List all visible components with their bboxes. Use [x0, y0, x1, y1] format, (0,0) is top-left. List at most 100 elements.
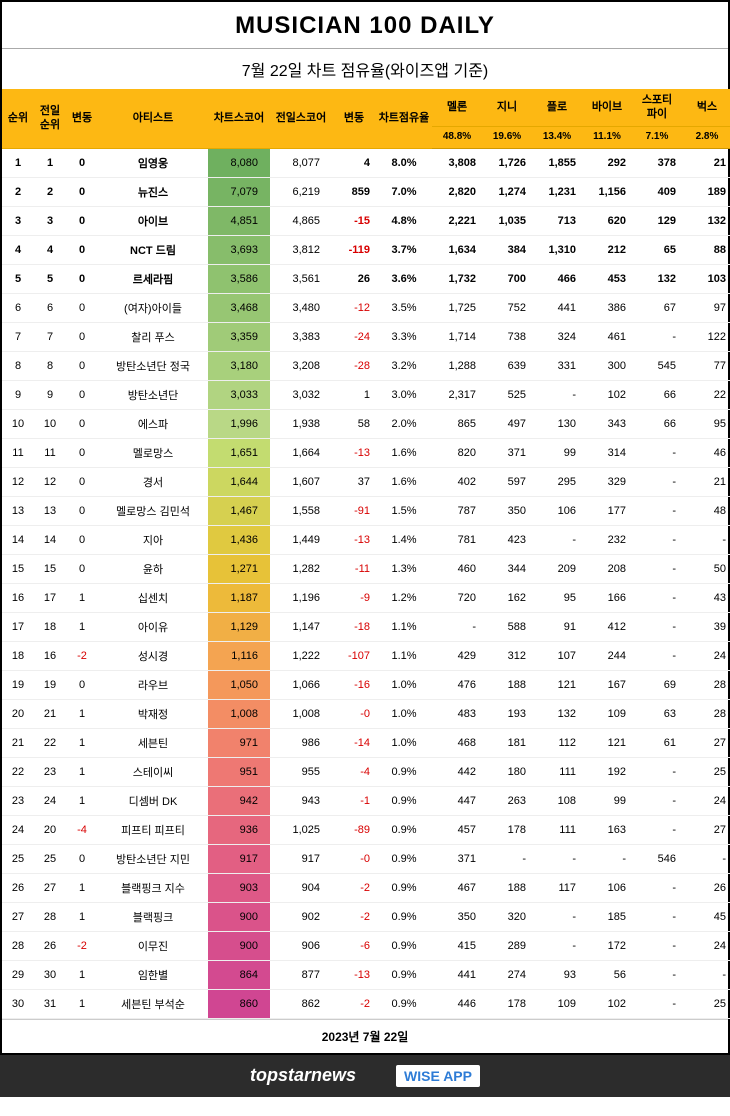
- col-score: 차트스코어: [208, 89, 270, 148]
- cell-artist: 방탄소년단 지민: [98, 844, 208, 873]
- cell-score: 903: [208, 873, 270, 902]
- cell-genie: 597: [482, 467, 532, 496]
- cell-bugs: 24: [682, 641, 730, 670]
- cell-melon: 468: [432, 728, 482, 757]
- cell-flo: -: [532, 844, 582, 873]
- cell-melon: 3,808: [432, 148, 482, 177]
- cell-melon: 820: [432, 438, 482, 467]
- cell-flo: 108: [532, 786, 582, 815]
- cell-prevscore: 3,812: [270, 235, 332, 264]
- cell-chg: 0: [66, 409, 98, 438]
- cell-genie: 350: [482, 496, 532, 525]
- col-artist: 아티스트: [98, 89, 208, 148]
- cell-prevscore: 906: [270, 931, 332, 960]
- cell-scorechg: -119: [332, 235, 376, 264]
- cell-flo: 1,231: [532, 177, 582, 206]
- cell-genie: 188: [482, 873, 532, 902]
- col-flo: 플로: [532, 89, 582, 126]
- cell-scorechg: 26: [332, 264, 376, 293]
- cell-score: 3,693: [208, 235, 270, 264]
- cell-spotify: -: [632, 757, 682, 786]
- table-row: 1816-2성시경1,1161,222-1071.1%429312107244-…: [2, 641, 730, 670]
- cell-melon: 467: [432, 873, 482, 902]
- table-row: 15150윤하1,2711,282-111.3%460344209208-50: [2, 554, 730, 583]
- cell-spotify: 69: [632, 670, 682, 699]
- cell-scorechg: -15: [332, 206, 376, 235]
- col-share: 차트점유율: [376, 89, 432, 148]
- cell-rank: 10: [2, 409, 34, 438]
- cell-scorechg: -89: [332, 815, 376, 844]
- cell-artist: 피프티 피프티: [98, 815, 208, 844]
- cell-vibe: 172: [582, 931, 632, 960]
- cell-prevscore: 904: [270, 873, 332, 902]
- cell-genie: 1,035: [482, 206, 532, 235]
- cell-rank: 7: [2, 322, 34, 351]
- cell-bugs: 189: [682, 177, 730, 206]
- cell-melon: 350: [432, 902, 482, 931]
- cell-prevscore: 1,607: [270, 467, 332, 496]
- table-row: 2420-4피프티 피프티9361,025-890.9%457178111163…: [2, 815, 730, 844]
- cell-prevscore: 943: [270, 786, 332, 815]
- cell-rank: 23: [2, 786, 34, 815]
- cell-prev: 17: [34, 583, 66, 612]
- footer-logos: topstarnews WISE APP: [0, 1055, 730, 1097]
- cell-artist: 세븐틴 부석순: [98, 989, 208, 1018]
- cell-score: 4,851: [208, 206, 270, 235]
- cell-bugs: 27: [682, 728, 730, 757]
- cell-genie: 274: [482, 960, 532, 989]
- cell-artist: 에스파: [98, 409, 208, 438]
- cell-rank: 30: [2, 989, 34, 1018]
- cell-vibe: 192: [582, 757, 632, 786]
- table-row: 29301임한별864877-130.9%4412749356--: [2, 960, 730, 989]
- col-genie: 지니: [482, 89, 532, 126]
- weight-melon: 48.8%: [432, 126, 482, 148]
- cell-flo: 713: [532, 206, 582, 235]
- cell-artist: 르세라핌: [98, 264, 208, 293]
- col-chg: 변동: [66, 89, 98, 148]
- cell-spotify: -: [632, 496, 682, 525]
- cell-bugs: 97: [682, 293, 730, 322]
- cell-rank: 6: [2, 293, 34, 322]
- cell-share: 0.9%: [376, 931, 432, 960]
- cell-vibe: 121: [582, 728, 632, 757]
- cell-flo: 95: [532, 583, 582, 612]
- weight-flo: 13.4%: [532, 126, 582, 148]
- cell-prevscore: 3,561: [270, 264, 332, 293]
- cell-prev: 7: [34, 322, 66, 351]
- cell-chg: 1: [66, 583, 98, 612]
- cell-melon: 415: [432, 931, 482, 960]
- cell-artist: 방탄소년단 정국: [98, 351, 208, 380]
- table-row: 110임영웅8,0808,07748.0%3,8081,7261,8552923…: [2, 148, 730, 177]
- cell-prevscore: 1,222: [270, 641, 332, 670]
- cell-chg: 1: [66, 873, 98, 902]
- cell-melon: 476: [432, 670, 482, 699]
- cell-chg: 0: [66, 525, 98, 554]
- cell-share: 3.2%: [376, 351, 432, 380]
- cell-prevscore: 1,196: [270, 583, 332, 612]
- cell-chg: 0: [66, 380, 98, 409]
- table-row: 440NCT 드림3,6933,812-1193.7%1,6343841,310…: [2, 235, 730, 264]
- cell-scorechg: 4: [332, 148, 376, 177]
- cell-chg: 0: [66, 467, 98, 496]
- cell-vibe: 329: [582, 467, 632, 496]
- cell-spotify: -: [632, 960, 682, 989]
- col-bugs: 벅스: [682, 89, 730, 126]
- cell-share: 7.0%: [376, 177, 432, 206]
- cell-flo: -: [532, 931, 582, 960]
- cell-share: 0.9%: [376, 902, 432, 931]
- cell-genie: 700: [482, 264, 532, 293]
- table-row: 21221세븐틴971986-141.0%4681811121216127: [2, 728, 730, 757]
- cell-score: 1,129: [208, 612, 270, 641]
- cell-artist: 이무진: [98, 931, 208, 960]
- cell-vibe: 343: [582, 409, 632, 438]
- cell-spotify: -: [632, 902, 682, 931]
- cell-chg: 1: [66, 757, 98, 786]
- cell-rank: 5: [2, 264, 34, 293]
- cell-vibe: 166: [582, 583, 632, 612]
- cell-rank: 2: [2, 177, 34, 206]
- col-scorechg: 변동: [332, 89, 376, 148]
- cell-artist: 임한별: [98, 960, 208, 989]
- cell-spotify: 378: [632, 148, 682, 177]
- cell-bugs: 77: [682, 351, 730, 380]
- cell-rank: 28: [2, 931, 34, 960]
